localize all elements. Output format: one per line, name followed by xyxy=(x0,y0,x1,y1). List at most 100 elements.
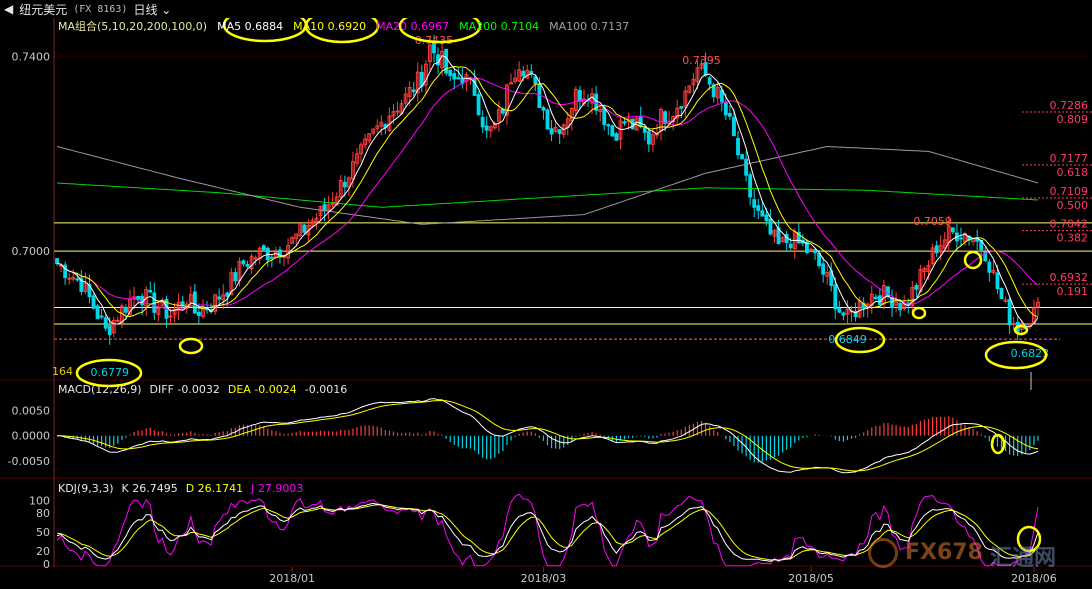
candle-body xyxy=(375,125,380,129)
candle-body xyxy=(573,88,578,112)
fib-price-label: 0.7109 xyxy=(1050,185,1089,198)
candle-body xyxy=(991,269,996,273)
ma-legend-item-0: MA组合(5,10,20,200,100,0) xyxy=(58,20,208,33)
highlight-ellipse xyxy=(75,358,143,388)
candle-body xyxy=(298,223,303,237)
candle-body xyxy=(367,133,372,142)
kdj-legend-item-0: KDJ(9,3,3) xyxy=(58,482,114,495)
candle-body xyxy=(578,89,582,102)
candle-body xyxy=(772,230,777,237)
candle-body xyxy=(75,278,80,281)
candle-body xyxy=(488,126,493,132)
symbol-code: (FX 8163) xyxy=(73,3,128,15)
candle-body xyxy=(484,125,489,131)
candle-body xyxy=(1011,323,1016,326)
candle-body xyxy=(371,128,376,134)
candle-body xyxy=(813,249,817,254)
candle-body xyxy=(63,264,68,279)
ma10-line xyxy=(56,65,1039,318)
candle-body xyxy=(521,70,526,77)
candle-body xyxy=(1007,299,1012,326)
chevron-left-icon[interactable]: ◀ xyxy=(4,2,14,16)
candle-body xyxy=(569,107,574,122)
candle-body xyxy=(780,236,785,243)
candle-body xyxy=(253,257,258,260)
candle-body xyxy=(805,241,809,253)
candle-body xyxy=(715,86,720,99)
candle-body xyxy=(269,256,274,259)
candle-body xyxy=(833,284,838,310)
watermark: FX678 xyxy=(905,540,983,565)
candle-body xyxy=(509,82,513,85)
candles-layer xyxy=(55,35,1040,345)
candle-body xyxy=(959,237,963,240)
chevron-down-icon: ⌄ xyxy=(157,2,172,17)
candle-body xyxy=(249,255,254,270)
candle-body xyxy=(768,218,773,235)
candle-body xyxy=(346,177,351,188)
period-selector[interactable]: 日线 ⌄ xyxy=(133,2,172,17)
kdj-tick-label: 50 xyxy=(36,526,50,539)
candle-body xyxy=(638,116,643,128)
candle-body xyxy=(229,272,234,296)
candle-body xyxy=(999,287,1004,300)
candle-body xyxy=(415,71,420,94)
candle-body xyxy=(517,69,522,82)
candle-body xyxy=(351,161,355,180)
candle-body xyxy=(602,107,607,125)
price-tick-label: 0.7400 xyxy=(12,50,51,63)
x-tick-label: 2018/06 xyxy=(1011,572,1057,585)
ma5-line xyxy=(56,54,1039,328)
candle-body xyxy=(306,225,311,236)
fib-layer: 0.72860.8090.71770.6180.71090.5000.70420… xyxy=(54,99,1092,340)
highlight-ellipse xyxy=(990,433,1006,455)
annotation-low-index: 164 xyxy=(52,365,73,378)
watermark-cn: 汇通网 xyxy=(990,546,1057,571)
candle-body xyxy=(294,233,299,240)
kdj-j-line xyxy=(56,493,1039,567)
candle-body xyxy=(192,291,197,314)
candle-body xyxy=(646,131,651,145)
candle-body xyxy=(732,116,736,137)
candle-body xyxy=(703,61,708,76)
x-tick-label: 2018/05 xyxy=(788,572,834,585)
candle-body xyxy=(310,220,315,227)
ma-legend-item-1: MA5 0.6884 xyxy=(217,19,284,33)
candle-body xyxy=(338,179,343,198)
candle-body xyxy=(196,311,201,317)
candle-body xyxy=(748,174,753,198)
ma-legend-item-2: MA10 0.6920 xyxy=(293,19,367,33)
macd-dea-line xyxy=(56,399,1039,472)
candle-body xyxy=(821,263,826,275)
candle-body xyxy=(930,247,935,265)
candle-body xyxy=(91,295,96,309)
candle-body xyxy=(963,233,967,242)
candle-body xyxy=(817,252,822,267)
candle-body xyxy=(318,205,323,216)
candle-body xyxy=(322,204,327,212)
candle-body xyxy=(841,312,846,316)
candle-body xyxy=(553,126,558,132)
candle-body xyxy=(853,310,858,318)
highlight-ellipse xyxy=(963,250,983,270)
candle-body xyxy=(71,276,76,280)
candle-body xyxy=(103,317,108,329)
candle-body xyxy=(950,227,955,233)
candle-body xyxy=(533,76,538,85)
candle-body xyxy=(245,264,250,267)
candle-body xyxy=(983,251,988,262)
candle-body xyxy=(221,294,226,301)
candle-body xyxy=(622,121,627,124)
x-tick-label: 2018/01 xyxy=(269,572,315,585)
fib-ratio-label: 0.618 xyxy=(1057,166,1089,179)
candle-body xyxy=(168,315,173,318)
candle-body xyxy=(136,295,141,300)
candle-body xyxy=(675,107,680,119)
candle-body xyxy=(391,111,396,117)
macd-tick-label: 0.0000 xyxy=(12,430,51,443)
macd-legend-item-1: DIFF -0.0032 xyxy=(149,383,220,396)
candle-body xyxy=(942,239,947,249)
candle-body xyxy=(225,292,230,297)
candle-body xyxy=(172,308,177,316)
